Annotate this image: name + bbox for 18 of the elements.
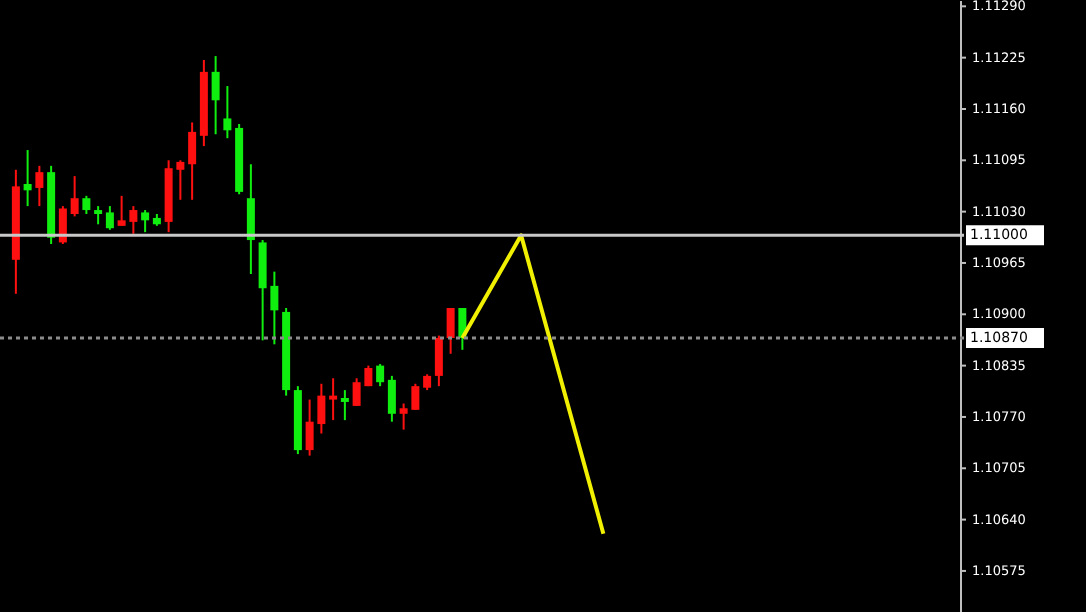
candlestick [58, 205, 67, 246]
candlestick [23, 149, 32, 208]
candlestick [105, 205, 114, 231]
candlestick [376, 363, 385, 388]
candlestick [35, 164, 44, 208]
candlestick [94, 205, 103, 226]
candlestick [70, 175, 79, 218]
candlestick [223, 85, 232, 140]
candlestick [141, 209, 150, 234]
candlestick [82, 194, 91, 215]
candlestick [340, 389, 349, 422]
candlestick [246, 163, 255, 276]
candlestick [446, 306, 455, 355]
candlestick [188, 121, 197, 201]
candlestick [434, 334, 443, 388]
candlestick [387, 374, 396, 423]
candlestick [329, 377, 338, 422]
candlestick [211, 55, 220, 136]
